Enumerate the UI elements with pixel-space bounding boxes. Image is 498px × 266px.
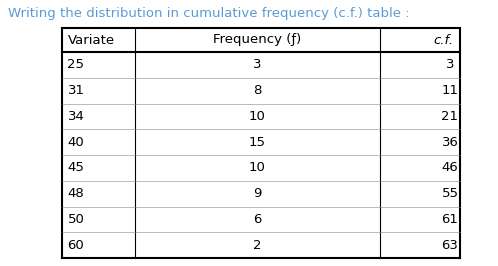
Text: 2: 2: [253, 239, 262, 252]
Text: 40: 40: [68, 136, 84, 149]
Text: c.f.: c.f.: [434, 34, 454, 47]
Text: Variate: Variate: [68, 34, 115, 47]
Text: 10: 10: [249, 110, 266, 123]
Text: 9: 9: [253, 187, 261, 200]
Text: 61: 61: [442, 213, 459, 226]
Text: 48: 48: [68, 187, 84, 200]
Text: 10: 10: [249, 161, 266, 174]
Text: 50: 50: [68, 213, 85, 226]
Text: 15: 15: [249, 136, 266, 149]
Text: 3: 3: [446, 58, 454, 71]
Text: 46: 46: [442, 161, 458, 174]
Text: Frequency (ƒ): Frequency (ƒ): [213, 34, 302, 47]
Text: 6: 6: [253, 213, 261, 226]
Text: 3: 3: [253, 58, 262, 71]
Text: 36: 36: [442, 136, 459, 149]
Text: 45: 45: [68, 161, 85, 174]
Text: 55: 55: [442, 187, 459, 200]
Text: 34: 34: [68, 110, 85, 123]
Text: 60: 60: [68, 239, 84, 252]
Text: 31: 31: [68, 84, 85, 97]
Text: 63: 63: [442, 239, 459, 252]
Text: 25: 25: [68, 58, 85, 71]
Text: 21: 21: [442, 110, 459, 123]
Text: 11: 11: [442, 84, 459, 97]
Text: 8: 8: [253, 84, 261, 97]
Text: Writing the distribution in cumulative frequency (c.f.) table :: Writing the distribution in cumulative f…: [8, 7, 410, 20]
